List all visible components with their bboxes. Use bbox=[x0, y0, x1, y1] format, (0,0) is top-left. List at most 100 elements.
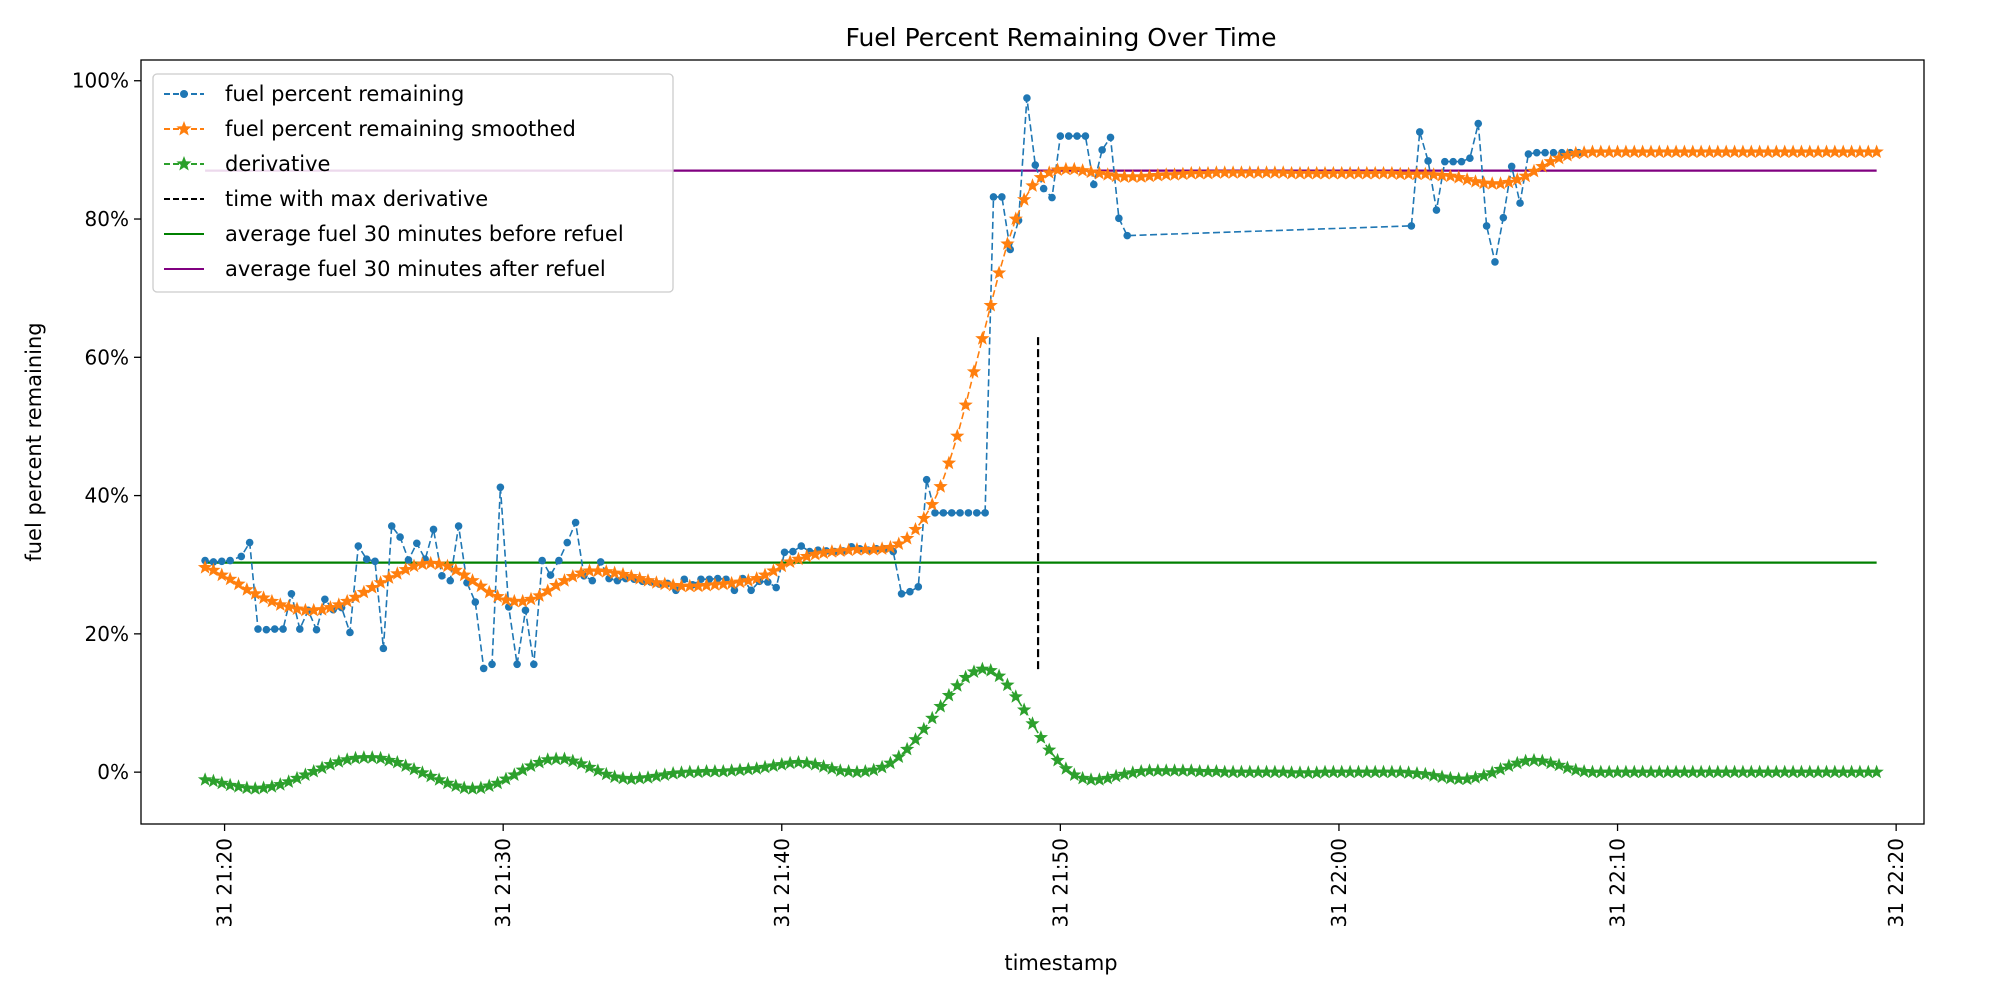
data-point bbox=[1123, 231, 1132, 240]
data-point bbox=[649, 768, 664, 783]
data-point bbox=[209, 558, 218, 566]
data-point bbox=[1234, 764, 1249, 779]
data-point bbox=[1702, 144, 1717, 158]
data-point bbox=[1802, 144, 1817, 158]
data-point bbox=[1434, 168, 1450, 182]
data-point bbox=[298, 767, 313, 781]
legend-label: average fuel 30 minutes after refuel bbox=[225, 257, 606, 281]
data-point bbox=[925, 497, 940, 511]
data-point bbox=[657, 767, 672, 781]
data-point bbox=[891, 536, 906, 550]
data-point bbox=[565, 569, 580, 583]
data-point bbox=[791, 755, 806, 769]
data-point bbox=[1507, 162, 1516, 171]
data-point bbox=[245, 538, 254, 547]
legend-label: average fuel 30 minutes before refuel bbox=[225, 222, 624, 246]
data-point bbox=[457, 780, 472, 795]
data-point bbox=[1159, 167, 1174, 181]
data-point bbox=[262, 625, 271, 634]
data-point bbox=[1627, 764, 1642, 779]
data-point bbox=[1100, 770, 1115, 785]
data-point bbox=[1710, 764, 1725, 779]
data-point bbox=[1468, 174, 1483, 188]
data-point bbox=[1668, 764, 1684, 779]
data-point bbox=[1510, 172, 1525, 186]
data-point bbox=[972, 509, 981, 517]
data-point bbox=[348, 589, 363, 604]
data-point bbox=[632, 571, 647, 585]
data-point bbox=[1643, 144, 1659, 158]
legend-box bbox=[152, 73, 674, 293]
data-point bbox=[1485, 176, 1500, 190]
data-point bbox=[197, 560, 213, 574]
data-point bbox=[287, 589, 296, 598]
data-point bbox=[1033, 730, 1048, 744]
data-point bbox=[1106, 133, 1115, 142]
data-point bbox=[989, 193, 998, 201]
data-point bbox=[315, 760, 330, 775]
data-point bbox=[1092, 165, 1107, 180]
data-point bbox=[1493, 761, 1508, 776]
data-point bbox=[1192, 165, 1207, 180]
data-point bbox=[741, 573, 756, 587]
data-point bbox=[799, 548, 814, 563]
data-point bbox=[1108, 168, 1124, 183]
data-point bbox=[381, 752, 397, 767]
data-point bbox=[404, 556, 413, 564]
legend-label: fuel percent remaining bbox=[225, 82, 464, 106]
data-point bbox=[1827, 764, 1842, 779]
data-point bbox=[1819, 764, 1834, 779]
data-point bbox=[390, 566, 405, 580]
y-axis-label: fuel percent remaining bbox=[22, 322, 46, 561]
data-point bbox=[833, 763, 848, 777]
data-point bbox=[1460, 172, 1475, 186]
data-point bbox=[1861, 764, 1876, 779]
data-point bbox=[1368, 165, 1383, 180]
data-point bbox=[975, 331, 990, 345]
data-point bbox=[1752, 144, 1767, 158]
data-point bbox=[1418, 166, 1433, 181]
data-point bbox=[1516, 199, 1524, 207]
data-point bbox=[532, 588, 547, 602]
data-point bbox=[607, 565, 622, 580]
data-point bbox=[557, 751, 572, 766]
data-point bbox=[1089, 180, 1098, 189]
data-point bbox=[1200, 764, 1216, 778]
data-point bbox=[321, 595, 329, 604]
data-point bbox=[354, 542, 363, 550]
data-point bbox=[1075, 163, 1090, 177]
legend-label: derivative bbox=[225, 152, 330, 176]
data-point bbox=[1541, 148, 1549, 157]
data-point bbox=[958, 669, 973, 684]
data-point bbox=[1317, 764, 1333, 779]
data-point bbox=[1432, 206, 1441, 214]
data-point bbox=[666, 578, 681, 592]
data-point bbox=[264, 779, 280, 793]
data-point bbox=[298, 602, 313, 617]
data-point bbox=[1284, 765, 1299, 779]
data-point bbox=[1058, 161, 1074, 176]
data-point bbox=[1267, 764, 1282, 779]
data-point bbox=[789, 547, 797, 556]
data-point bbox=[1284, 165, 1299, 180]
y-tick-label: 0% bbox=[97, 760, 129, 784]
data-point bbox=[624, 569, 639, 583]
data-point bbox=[289, 601, 305, 615]
axes: 0% 20% 40% 60% 80% 100% 31 21:20 31 21:30 31 21:… bbox=[72, 69, 1908, 928]
data-point bbox=[356, 584, 371, 599]
data-point bbox=[749, 571, 764, 585]
data-point bbox=[780, 548, 789, 557]
plot-frame bbox=[140, 59, 1925, 825]
data-point bbox=[1844, 764, 1859, 779]
data-point bbox=[1861, 144, 1876, 158]
data-point bbox=[1426, 768, 1441, 782]
data-point bbox=[1217, 165, 1232, 179]
data-point bbox=[1466, 154, 1474, 162]
data-point bbox=[1393, 166, 1408, 181]
data-point bbox=[649, 575, 664, 589]
data-point bbox=[1067, 161, 1082, 176]
data-point bbox=[1585, 764, 1600, 779]
data-point bbox=[1719, 764, 1734, 779]
data-point bbox=[1474, 119, 1483, 128]
data-point bbox=[1048, 193, 1056, 202]
